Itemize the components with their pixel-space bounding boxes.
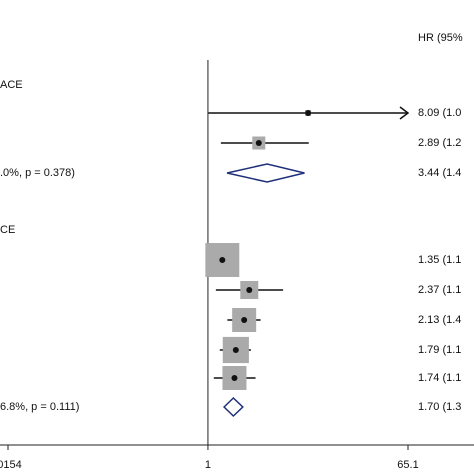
value-label: 1.35 (1.1 xyxy=(418,254,461,266)
summary-label: 6.8%, p = 0.111) xyxy=(0,401,79,413)
value-label: 2.89 (1.2 xyxy=(418,137,461,149)
summary-label: .0%, p = 0.378) xyxy=(0,167,75,179)
x-tick-label: 65.1 xyxy=(397,459,418,471)
point xyxy=(241,317,248,323)
point xyxy=(219,257,226,263)
group-label: ACE xyxy=(0,79,23,91)
header: HR (95% xyxy=(418,32,463,44)
point xyxy=(231,375,238,381)
x-tick-label: .0154 xyxy=(0,459,22,471)
summary-diamond xyxy=(226,163,305,183)
x-tick-label: 1 xyxy=(205,459,211,471)
point xyxy=(305,110,312,116)
value-label: 1.79 (1.1 xyxy=(418,344,461,356)
point xyxy=(255,140,262,146)
summary-diamond xyxy=(222,396,244,418)
point xyxy=(232,347,239,353)
value-label: 1.70 (1.3 xyxy=(418,401,461,413)
value-label: 8.09 (1.0 xyxy=(418,107,461,119)
value-label: 1.74 (1.1 xyxy=(418,372,461,384)
group-label: CE xyxy=(0,224,15,236)
value-label: 2.37 (1.1 xyxy=(418,284,461,296)
value-label: 2.13 (1.4 xyxy=(418,314,461,326)
value-label: 3.44 (1.4 xyxy=(418,167,461,179)
point xyxy=(246,287,253,293)
ci-arrow xyxy=(399,106,410,120)
